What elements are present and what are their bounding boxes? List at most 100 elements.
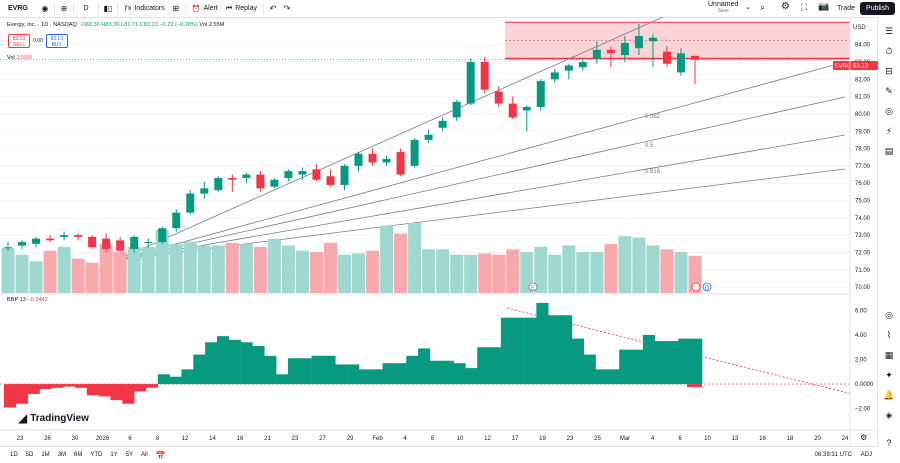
price-axis[interactable]: 84.0083.0082.0081.0080.0079.0078.0077.00… — [855, 43, 871, 291]
undo-icon[interactable]: ↶ — [269, 4, 277, 13]
bbp-tick-label: 2.00 — [855, 358, 867, 364]
volume-bar — [548, 254, 562, 293]
candle-body — [32, 238, 41, 244]
range-1d[interactable]: 1D — [10, 452, 18, 458]
bbp-bar — [465, 368, 478, 385]
chevron-down-icon[interactable]: ⌄ — [745, 4, 751, 11]
date-range-calendar-icon[interactable]: 📅 — [155, 450, 166, 460]
symbol-legend[interactable]: Evergy, Inc. · 1D · NASDAQ O83.36 H83.36… — [7, 22, 224, 28]
volume-bar — [323, 242, 337, 293]
range-5y[interactable]: 5Y — [125, 452, 134, 458]
volume-legend[interactable]: Vol 2.55M — [7, 55, 32, 61]
bbp-axis[interactable]: 6.00 4.00 2.00 0.0000 −2.00 — [855, 308, 874, 412]
volume-bar — [211, 245, 225, 293]
buy-button[interactable]: 83.13 BUY — [45, 34, 68, 48]
candle-body — [662, 51, 671, 64]
volume-bar — [225, 242, 239, 293]
candle-body — [340, 165, 349, 185]
bbp-legend[interactable]: BBP 13 −0.2442 — [7, 297, 48, 303]
hotlist-icon[interactable]: ⚡ — [885, 126, 893, 136]
pulse-icon[interactable]: ⌇ — [886, 330, 892, 340]
settings-gear-icon[interactable]: ⚙ — [781, 1, 790, 12]
templates-icon[interactable]: ⊞ — [172, 4, 180, 13]
range-6m[interactable]: 6M — [74, 452, 83, 458]
volume-bar — [141, 246, 155, 293]
bottom-toolbar: 1D 5D 1M 3M 6M YTD 1Y 5Y All 📅 06:39:31 … — [0, 446, 878, 463]
candles-icon[interactable]: ▮▯ — [103, 4, 113, 13]
price-tick-label: 81.00 — [855, 95, 871, 101]
bell-icon[interactable]: 🔔 — [883, 390, 895, 400]
volume-bar — [197, 245, 211, 293]
range-5d[interactable]: 5D — [25, 452, 34, 458]
bbp-bar — [216, 336, 230, 385]
time-tick-label: 4 — [651, 436, 655, 442]
replay-icon: ⏮ — [225, 4, 233, 12]
bbp-bar — [690, 338, 703, 385]
bbp-bar — [382, 363, 395, 385]
candle-body — [326, 176, 335, 185]
dividend-marker[interactable] — [702, 282, 712, 292]
bbp-bar — [406, 355, 419, 385]
volume-bar — [450, 254, 464, 293]
layout-name-button[interactable]: Unnamed Save — [708, 1, 738, 15]
volume-bar — [366, 250, 380, 293]
news-icon[interactable]: ▤ — [884, 146, 894, 156]
target-icon[interactable]: ◎ — [885, 310, 893, 320]
bbp-bar — [642, 334, 655, 385]
time-axis-settings-icon[interactable]: ⚙ — [860, 433, 867, 442]
bbp-bar — [548, 315, 561, 385]
eye-icon[interactable]: ◉ — [41, 4, 49, 13]
time-axis[interactable]: 23 26 30 2026 6 8 12 14 16 21 23 27 29 Feb 4 6 10 12 17 19 2… — [17, 436, 849, 442]
utc-clock[interactable]: 06:39:31 UTC — [814, 452, 852, 458]
candle-body — [424, 134, 433, 140]
volume-legend-name: Vol — [7, 55, 15, 61]
watchlist-icon[interactable]: ☰ — [884, 26, 894, 36]
range-3m[interactable]: 3M — [57, 452, 67, 458]
help-icon[interactable]: ? — [886, 438, 892, 448]
calendar-icon[interactable]: ▦ — [884, 350, 894, 360]
trade-button[interactable]: Trade — [836, 5, 855, 12]
price-tick-label: 77.00 — [855, 164, 871, 170]
candle-body — [88, 236, 97, 248]
earnings-marker[interactable] — [528, 282, 538, 292]
range-1y[interactable]: 1Y — [110, 452, 118, 458]
sell-button[interactable]: 83.13 SELL — [8, 34, 30, 48]
bbp-bar — [86, 384, 99, 396]
camera-icon[interactable]: 📷 — [818, 1, 830, 11]
candle-body — [691, 55, 699, 60]
time-tick-label: Mar — [620, 436, 630, 442]
adjust-toggle[interactable]: ADJ — [860, 452, 872, 458]
bbp-bar — [370, 369, 383, 385]
price-tick-label: 76.00 — [855, 181, 871, 187]
time-tick-label: 21 — [264, 436, 271, 442]
range-ytd[interactable]: YTD — [90, 452, 103, 458]
buy-price: 83.13 — [50, 36, 63, 42]
compare-plus-icon[interactable]: ⊕ — [60, 4, 68, 13]
split-marker[interactable] — [691, 282, 701, 292]
replay-button[interactable]: ⏮ Replay — [222, 0, 261, 17]
layers-icon[interactable]: ◈ — [885, 410, 893, 420]
publish-button[interactable]: Publish — [860, 2, 895, 15]
bbp-bar — [418, 348, 431, 385]
bbp-bar — [453, 363, 466, 385]
interval-button[interactable]: D — [83, 5, 89, 12]
bbp-bar — [181, 369, 194, 385]
redo-icon[interactable]: ↷ — [283, 4, 291, 13]
range-1m[interactable]: 1M — [41, 452, 50, 458]
wand-icon[interactable]: ✦ — [885, 370, 893, 380]
ideas-icon[interactable]: ◎ — [885, 106, 893, 116]
object-tree-icon[interactable]: ⊟ — [885, 66, 893, 76]
alerts-clock-icon[interactable]: ⏱ — [885, 46, 893, 56]
fullscreen-icon[interactable]: ⛶ — [801, 2, 808, 12]
chat-icon[interactable]: ✎ — [885, 86, 893, 96]
alert-button[interactable]: ⏰ Alert — [188, 0, 222, 17]
time-tick-label: 12 — [484, 436, 491, 442]
candle-body — [158, 228, 167, 243]
range-all[interactable]: All — [141, 452, 148, 458]
chart-canvas[interactable]: 0.382 0.5 0.618 E D 84.0083.0082.0081.00… — [0, 17, 878, 446]
volume-bar — [239, 244, 253, 293]
search-icon[interactable]: ⌕ — [760, 2, 766, 12]
indicators-button[interactable]: ƒx Indicators — [120, 0, 169, 17]
symbol-search[interactable]: EVRG — [8, 5, 28, 12]
bbp-bar — [169, 376, 182, 385]
